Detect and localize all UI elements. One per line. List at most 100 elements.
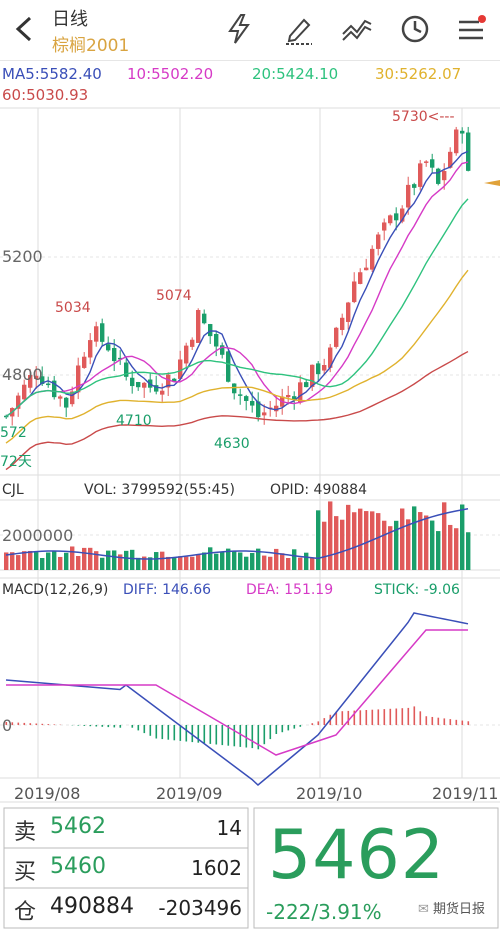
ma10-value: 10:5502.20 <box>127 65 214 83</box>
buy-row[interactable]: 买 5460 1602 <box>8 848 248 888</box>
candle-body <box>178 359 183 379</box>
volume-bar <box>460 504 465 570</box>
candle-body <box>76 365 81 393</box>
volume-bar <box>46 552 51 570</box>
volume-bars <box>4 501 471 570</box>
annotation-high: 5730<--- <box>392 109 455 125</box>
volume-bar <box>136 557 141 570</box>
volume-bar <box>262 555 267 570</box>
macd-bar <box>215 725 218 745</box>
volume-bar <box>166 556 171 570</box>
draw-icon[interactable] <box>282 12 316 46</box>
macd-bar <box>239 725 242 747</box>
ma30-line <box>5 269 469 444</box>
volume-bar <box>52 550 57 570</box>
candle-body <box>346 302 351 322</box>
volume-bar <box>226 548 231 570</box>
macd-bar <box>5 722 8 725</box>
candle-body <box>196 310 201 343</box>
macd-bar <box>449 719 452 725</box>
volume-bar <box>232 550 237 570</box>
y-label-5200: 5200 <box>2 247 43 266</box>
candle-body <box>424 161 429 163</box>
macd-bar <box>443 718 446 725</box>
volume-bar <box>334 516 339 570</box>
back-icon[interactable] <box>12 12 36 46</box>
volume-bar <box>154 552 159 570</box>
macd-bar <box>137 725 140 731</box>
volume-bar <box>58 556 63 570</box>
volume-bar <box>70 546 75 570</box>
kline-chart[interactable]: 5200 4800 5730<--- 5034 5074 4710 4630 5… <box>0 106 500 806</box>
macd-bar <box>335 711 338 725</box>
opid-value: OPID: 490884 <box>270 482 367 498</box>
volume-bar <box>316 510 321 570</box>
macd-bar <box>341 711 344 725</box>
sell-row[interactable]: 卖 5462 14 <box>8 808 248 848</box>
candle-body <box>118 357 123 360</box>
candle-body <box>244 396 249 401</box>
candle-body <box>142 382 147 388</box>
volume-bar <box>208 547 213 570</box>
oi-change: -203496 <box>158 896 242 920</box>
volume-bar <box>82 547 87 570</box>
indicator-icon[interactable] <box>340 12 374 46</box>
volume-bar <box>454 528 459 570</box>
macd-bar <box>407 707 410 725</box>
menu-icon[interactable] <box>454 12 488 46</box>
candle-body <box>340 317 345 330</box>
candle-body <box>250 400 255 406</box>
macd-bar <box>269 725 272 740</box>
macd-bar <box>47 724 50 725</box>
dea-line <box>6 629 468 756</box>
candle-body <box>304 382 309 388</box>
macd-bar <box>347 710 350 725</box>
macd-bar <box>419 711 422 725</box>
lightning-icon[interactable] <box>222 12 256 46</box>
candle-body <box>232 383 237 394</box>
watermark-icon: ✉ <box>418 902 434 917</box>
volume-bar <box>298 557 303 570</box>
volume-bar <box>304 552 309 570</box>
ma60-value: 60:5030.93 <box>2 86 89 104</box>
macd-bar <box>131 725 134 728</box>
clock-icon[interactable] <box>398 12 432 46</box>
macd-bar <box>41 723 44 725</box>
volume-bar <box>190 556 195 570</box>
annotation-4630: 4630 <box>214 436 250 452</box>
x-label-sep: 2019/09 <box>156 784 222 803</box>
macd-bar <box>413 706 416 725</box>
volume-bar <box>238 552 243 570</box>
candle-body <box>112 348 117 362</box>
volume-bar <box>88 547 93 570</box>
volume-bar <box>118 554 123 570</box>
volume-bar <box>346 504 351 570</box>
candle-body <box>256 401 261 418</box>
ma30-value: 30:5262.07 <box>375 65 462 83</box>
macd-bar <box>167 725 170 740</box>
volume-bar <box>64 552 69 570</box>
candle-body <box>34 375 39 379</box>
macd-bar <box>227 725 230 746</box>
macd-bar <box>107 725 110 728</box>
candle-body <box>94 326 99 342</box>
volume-bar <box>424 515 429 570</box>
macd-bar <box>209 725 212 744</box>
macd-bar <box>143 725 146 734</box>
volume-bar <box>214 553 219 570</box>
watermark: ✉ 期货日报 <box>418 898 485 917</box>
sell-volume: 14 <box>216 816 242 840</box>
macd-bar <box>23 722 26 725</box>
candlestick-series <box>4 126 471 426</box>
volume-bar <box>280 553 285 570</box>
candle-body <box>364 267 369 271</box>
macd-bar <box>287 725 290 731</box>
ma20-value: 20:5424.10 <box>252 65 339 83</box>
volume-bar <box>328 501 333 570</box>
contract-symbol[interactable]: 棕榈2001 <box>52 36 130 56</box>
candle-body <box>226 351 231 382</box>
annotation-5034: 5034 <box>55 300 91 316</box>
macd-bar <box>365 710 368 725</box>
candle-body <box>172 378 177 382</box>
candle-body <box>388 215 393 224</box>
